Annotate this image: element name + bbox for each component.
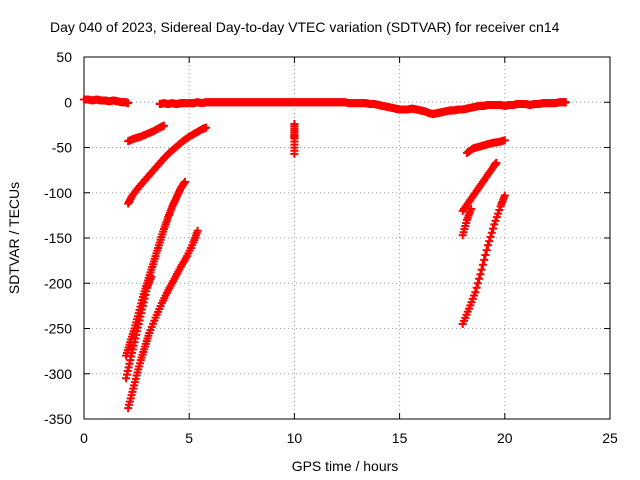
series-arc-6 [462,136,509,157]
series-arc-7 [458,158,501,215]
data-point [473,279,482,288]
series-arc-1 [124,121,168,146]
data-point [159,121,168,130]
series-arc-8 [458,205,476,240]
series-baseline-b [155,98,570,119]
y-tick-label: -300 [44,366,72,382]
data-point [124,99,133,108]
series-arc-4 [122,272,156,383]
x-axis-label: GPS time / hours [292,458,399,474]
data-point [290,149,299,158]
data-point [500,191,509,200]
series-arc-2 [124,123,211,208]
series-baseline-a [80,95,133,108]
y-tick-label: 50 [56,49,72,65]
data-point [467,205,476,214]
data-point [193,226,202,235]
x-tick-label: 15 [392,430,408,446]
series-arc-5 [124,226,202,413]
data-point [180,177,189,186]
data-point [478,260,487,269]
data-point [476,270,485,279]
data-point [492,158,501,167]
chart-title: Day 040 of 2023, Sidereal Day-to-day VTE… [50,19,560,35]
y-tick-label: -50 [52,140,72,156]
data-point [483,241,492,250]
data-point [489,224,498,233]
y-tick-label: -200 [44,275,72,291]
series-arc-9 [458,191,509,328]
data-point [472,283,481,292]
data-points [80,95,570,413]
x-tick-label: 0 [80,430,88,446]
data-point [147,272,156,281]
data-point [475,274,484,283]
data-point [486,232,495,241]
data-point [500,136,509,145]
data-point [202,123,211,132]
y-tick-label: -350 [44,411,72,427]
y-axis-label: SDTVAR / TECUs [6,182,22,294]
data-point [471,288,480,297]
data-point [487,228,496,237]
data-point [561,98,570,107]
axis-ticks: 0 5 10 15 20 25 50 0 -50 -100 -150 -200 -250 -300 -350 [44,49,618,446]
x-tick-label: 25 [602,430,618,446]
data-point [477,265,486,274]
grid-lines [84,57,610,419]
x-tick-label: 5 [185,430,193,446]
y-tick-label: -150 [44,230,72,246]
y-tick-label: -100 [44,185,72,201]
data-point [482,246,491,255]
x-tick-label: 10 [287,430,303,446]
data-point [481,251,490,260]
data-point [480,255,489,264]
data-point [485,237,494,246]
y-tick-label: 0 [64,94,72,110]
y-tick-label: -250 [44,321,72,337]
series-isolated [290,119,299,158]
x-tick-label: 20 [497,430,513,446]
